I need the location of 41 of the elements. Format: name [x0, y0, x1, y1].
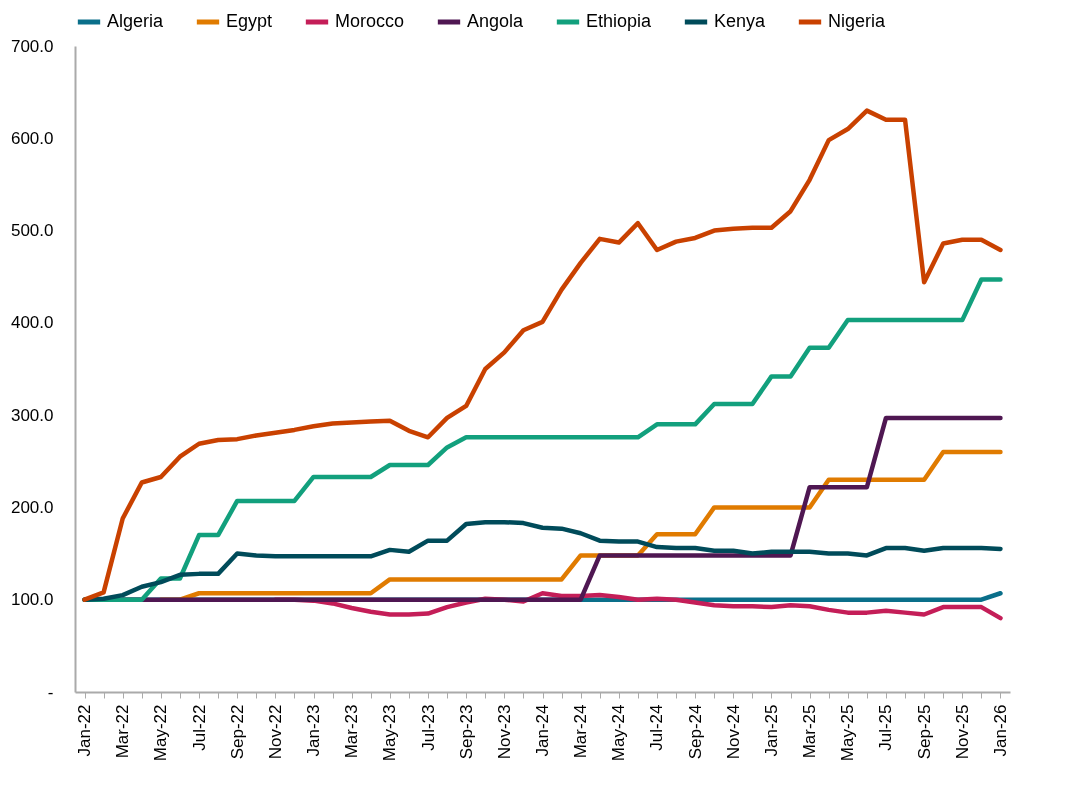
- x-tick-label: Mar-22: [113, 704, 133, 759]
- legend-label: Kenya: [714, 11, 767, 31]
- legend-label: Egypt: [226, 11, 273, 31]
- x-tick-label: May-22: [151, 704, 171, 762]
- legend-label: Algeria: [107, 11, 165, 31]
- y-tick-label: 100.0: [10, 590, 54, 610]
- x-tick-label: Sep-23: [456, 704, 476, 760]
- y-tick-label: -: [47, 682, 54, 702]
- x-tick-label: Mar-23: [342, 704, 362, 759]
- x-tick-label: Jul-24: [647, 704, 667, 751]
- y-tick-label: 400.0: [10, 313, 54, 333]
- x-tick-label: Nov-24: [723, 704, 743, 760]
- legend-label: Angola: [467, 11, 525, 31]
- x-tick-label: Sep-24: [685, 704, 705, 760]
- x-tick-label: Nov-25: [952, 704, 972, 760]
- y-tick-label: 700.0: [10, 36, 54, 56]
- x-tick-label: May-23: [380, 704, 400, 762]
- x-tick-label: Jul-25: [876, 704, 896, 751]
- x-tick-label: Mar-25: [800, 704, 820, 759]
- x-tick-label: Sep-25: [914, 704, 934, 760]
- x-tick-label: May-25: [838, 704, 858, 762]
- x-tick-label: Nov-23: [494, 704, 514, 760]
- x-tick-label: Nov-22: [265, 704, 285, 760]
- x-tick-label: Jan-23: [304, 704, 324, 757]
- x-tick-label: Jan-25: [761, 704, 781, 757]
- line-series: [82, 108, 1003, 602]
- x-tick-label: Jan-24: [533, 704, 552, 757]
- x-tick-label: Jul-23: [418, 704, 438, 751]
- x-tick-label: Sep-22: [227, 704, 247, 760]
- x-tick-label: Jul-22: [189, 704, 209, 751]
- x-tick-label: Jan-22: [75, 704, 95, 757]
- y-tick-label: 300.0: [10, 405, 54, 425]
- y-tick-label: 500.0: [10, 221, 54, 241]
- y-tick-label: 600.0: [10, 128, 54, 148]
- legend-label: Nigeria: [828, 11, 887, 31]
- x-tick-label: Mar-24: [571, 704, 591, 759]
- legend-label: Morocco: [335, 11, 405, 31]
- y-tick-label: 200.0: [10, 497, 54, 517]
- legend-label: Ethiopia: [586, 11, 653, 31]
- x-tick-label: May-24: [609, 704, 629, 762]
- x-tick-label: Jan-26: [990, 704, 1010, 757]
